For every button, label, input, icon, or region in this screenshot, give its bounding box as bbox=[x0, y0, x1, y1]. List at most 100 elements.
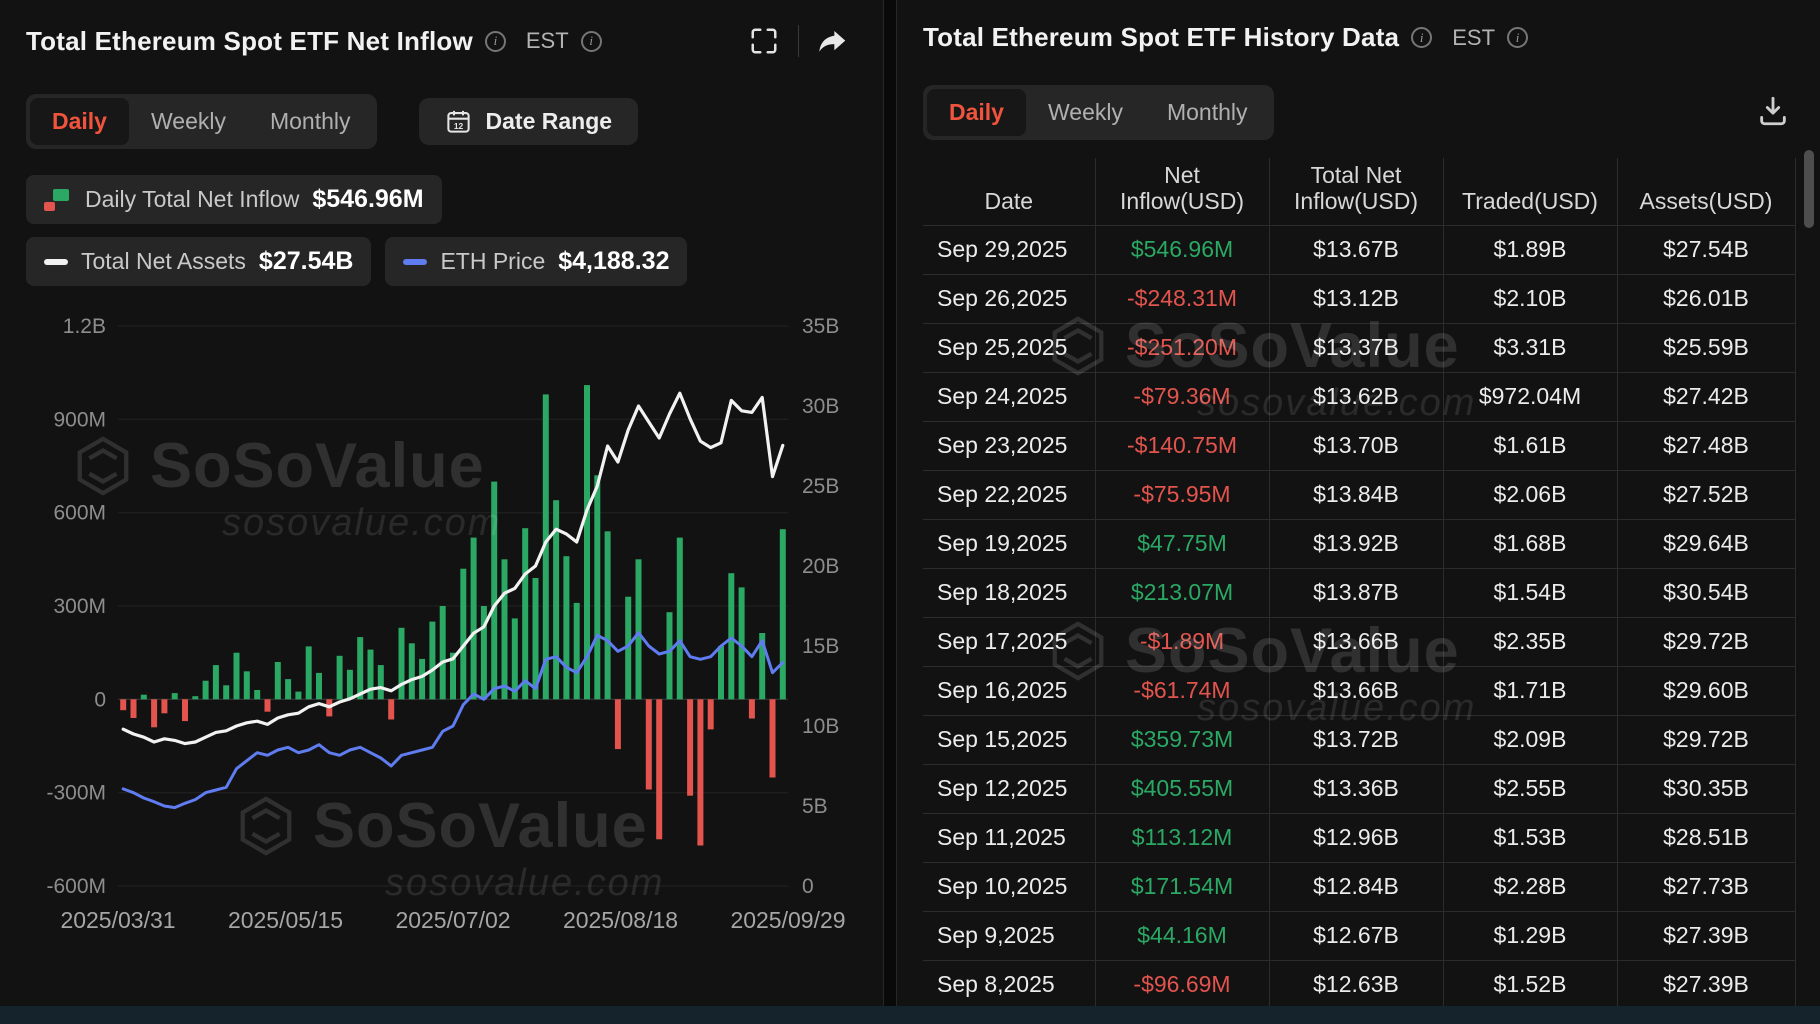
info-icon[interactable] bbox=[1507, 27, 1529, 48]
fullscreen-button[interactable] bbox=[740, 20, 788, 62]
table-row[interactable]: Sep 17,2025 -$1.89M $13.66B $2.35B $29.72B bbox=[923, 616, 1796, 667]
net-inflow-cell: $405.55M bbox=[1094, 763, 1270, 814]
date-cell: Sep 17,2025 bbox=[923, 616, 1096, 667]
legend-value: $27.54B bbox=[258, 247, 354, 275]
tab-daily[interactable]: Daily bbox=[30, 98, 129, 145]
svg-text:15B: 15B bbox=[802, 635, 839, 658]
left-controls: Daily Weekly Monthly 12 Date Range bbox=[26, 94, 857, 149]
assets-cell: $27.39B bbox=[1616, 910, 1796, 961]
inflow-chart[interactable]: 1.2B 900M 600M 300M 0 -300M -600M 35B 30B 25B 20B 1… bbox=[26, 302, 858, 942]
vertical-scrollbar[interactable] bbox=[1804, 150, 1814, 228]
table-row[interactable]: Sep 9,2025 $44.16M $12.67B $1.29B $27.39B bbox=[923, 910, 1796, 961]
traded-cell: $1.71B bbox=[1442, 665, 1618, 716]
table-row[interactable]: Sep 18,2025 $213.07M $13.87B $1.54B $30.54B bbox=[923, 567, 1796, 618]
table-row[interactable]: Sep 12,2025 $405.55M $13.36B $2.55B $30.35B bbox=[923, 763, 1796, 814]
left-panel-header: Total Ethereum Spot ETF Net Inflow EST bbox=[26, 20, 857, 62]
date-cell: Sep 15,2025 bbox=[923, 714, 1096, 765]
tab-monthly[interactable]: Monthly bbox=[1145, 89, 1270, 136]
table-row[interactable]: Sep 11,2025 $113.12M $12.96B $1.53B $28.51B bbox=[923, 812, 1796, 863]
table-row[interactable]: Sep 15,2025 $359.73M $13.72B $2.09B $29.72B bbox=[923, 714, 1796, 765]
assets-cell: $27.42B bbox=[1616, 371, 1796, 422]
assets-cell: $27.52B bbox=[1616, 469, 1796, 520]
table-row[interactable]: Sep 29,2025 $546.96M $13.67B $1.89B $27.54B bbox=[923, 224, 1796, 275]
traded-cell: $1.54B bbox=[1442, 567, 1618, 618]
svg-text:20B: 20B bbox=[802, 555, 839, 578]
net-inflow-cell: -$248.31M bbox=[1094, 273, 1270, 324]
net-inflow-cell: -$96.69M bbox=[1094, 959, 1270, 1006]
horizontal-scrollbar[interactable] bbox=[0, 1006, 1820, 1024]
net-inflow-cell: -$140.75M bbox=[1094, 420, 1270, 471]
info-icon[interactable] bbox=[1411, 27, 1433, 48]
traded-cell: $2.35B bbox=[1442, 616, 1618, 667]
svg-text:30B: 30B bbox=[802, 395, 839, 418]
assets-cell: $30.35B bbox=[1616, 763, 1796, 814]
svg-text:2025/05/15: 2025/05/15 bbox=[228, 907, 343, 933]
net-inflow-cell: $113.12M bbox=[1094, 812, 1270, 863]
legend-row-1: Daily Total Net Inflow $546.96M bbox=[26, 175, 857, 224]
table-row[interactable]: Sep 8,2025 -$96.69M $12.63B $1.52B $27.39B bbox=[923, 959, 1796, 1006]
traded-cell: $2.06B bbox=[1442, 469, 1618, 520]
table-row[interactable]: Sep 24,2025 -$79.36M $13.62B $972.04M $27.42… bbox=[923, 371, 1796, 422]
legend-daily-net-inflow[interactable]: Daily Total Net Inflow $546.96M bbox=[26, 175, 442, 224]
total-net-inflow-cell: $13.37B bbox=[1268, 322, 1444, 373]
assets-cell: $29.64B bbox=[1616, 518, 1796, 569]
svg-text:2025/08/18: 2025/08/18 bbox=[563, 907, 678, 933]
net-inflow-cell: $171.54M bbox=[1094, 861, 1270, 912]
table-row[interactable]: Sep 23,2025 -$140.75M $13.70B $1.61B $27.48B bbox=[923, 420, 1796, 471]
share-button[interactable] bbox=[809, 20, 857, 62]
net-inflow-cell: -$79.36M bbox=[1094, 371, 1270, 422]
tab-weekly[interactable]: Weekly bbox=[1026, 89, 1145, 136]
total-net-inflow-cell: $13.12B bbox=[1268, 273, 1444, 324]
legend-total-net-assets[interactable]: Total Net Assets $27.54B bbox=[26, 237, 372, 286]
download-button[interactable] bbox=[1752, 90, 1794, 135]
traded-cell: $2.55B bbox=[1442, 763, 1618, 814]
total-net-inflow-cell: $13.66B bbox=[1268, 616, 1444, 667]
col-date: Date bbox=[923, 158, 1096, 226]
total-net-inflow-cell: $12.96B bbox=[1268, 812, 1444, 863]
info-icon[interactable] bbox=[484, 30, 506, 52]
legend-eth-price[interactable]: ETH Price $4,188.32 bbox=[385, 237, 688, 286]
history-title: Total Ethereum Spot ETF History Data bbox=[923, 22, 1400, 52]
date-range-label: Date Range bbox=[485, 108, 613, 134]
table-row[interactable]: Sep 10,2025 $171.54M $12.84B $2.28B $27.73B bbox=[923, 861, 1796, 912]
net-inflow-chart-panel: Total Ethereum Spot ETF Net Inflow EST D… bbox=[0, 0, 884, 1006]
table-row[interactable]: Sep 25,2025 -$251.20M $13.37B $3.31B $25.59B bbox=[923, 322, 1796, 373]
total-net-inflow-cell: $13.66B bbox=[1268, 665, 1444, 716]
assets-cell: $29.72B bbox=[1616, 616, 1796, 667]
svg-text:600M: 600M bbox=[53, 502, 106, 525]
assets-cell: $25.59B bbox=[1616, 322, 1796, 373]
svg-text:2025/09/29: 2025/09/29 bbox=[730, 907, 845, 933]
tab-weekly[interactable]: Weekly bbox=[129, 98, 248, 145]
table-row[interactable]: Sep 22,2025 -$75.95M $13.84B $2.06B $27.52B bbox=[923, 469, 1796, 520]
svg-text:0: 0 bbox=[94, 688, 106, 711]
date-cell: Sep 19,2025 bbox=[923, 518, 1096, 569]
total-net-inflow-cell: $13.92B bbox=[1268, 518, 1444, 569]
net-inflow-cell: $546.96M bbox=[1094, 224, 1270, 275]
table-row[interactable]: Sep 19,2025 $47.75M $13.92B $1.68B $29.64B bbox=[923, 518, 1796, 569]
assets-cell: $27.54B bbox=[1616, 224, 1796, 275]
total-net-inflow-cell: $13.70B bbox=[1268, 420, 1444, 471]
date-cell: Sep 16,2025 bbox=[923, 665, 1096, 716]
date-cell: Sep 8,2025 bbox=[923, 959, 1096, 1006]
info-icon[interactable] bbox=[580, 30, 602, 52]
left-axis-labels: 1.2B 900M 600M 300M 0 -300M -600M bbox=[46, 315, 106, 898]
traded-cell: $2.09B bbox=[1442, 714, 1618, 765]
svg-text:10B: 10B bbox=[802, 715, 839, 738]
eth-price-line bbox=[121, 631, 785, 810]
net-assets-line bbox=[121, 391, 785, 746]
date-cell: Sep 29,2025 bbox=[923, 224, 1096, 275]
date-range-button[interactable]: 12 Date Range bbox=[418, 98, 639, 145]
assets-cell: $27.39B bbox=[1616, 959, 1796, 1006]
net-inflow-cell: $47.75M bbox=[1094, 518, 1270, 569]
tab-daily[interactable]: Daily bbox=[927, 89, 1026, 136]
assets-cell: $26.01B bbox=[1616, 273, 1796, 324]
table-row[interactable]: Sep 16,2025 -$61.74M $13.66B $1.71B $29.60B bbox=[923, 665, 1796, 716]
traded-cell: $1.68B bbox=[1442, 518, 1618, 569]
col-total-net-inflow: Total Net Inflow(USD) bbox=[1268, 158, 1444, 226]
tab-monthly[interactable]: Monthly bbox=[248, 98, 373, 145]
date-cell: Sep 10,2025 bbox=[923, 861, 1096, 912]
total-net-inflow-cell: $13.87B bbox=[1268, 567, 1444, 618]
table-row[interactable]: Sep 26,2025 -$248.31M $13.12B $2.10B $26.01B bbox=[923, 273, 1796, 324]
table-header-row: Date Net Inflow(USD) Total Net Inflow(US… bbox=[923, 158, 1796, 226]
traded-cell: $1.89B bbox=[1442, 224, 1618, 275]
